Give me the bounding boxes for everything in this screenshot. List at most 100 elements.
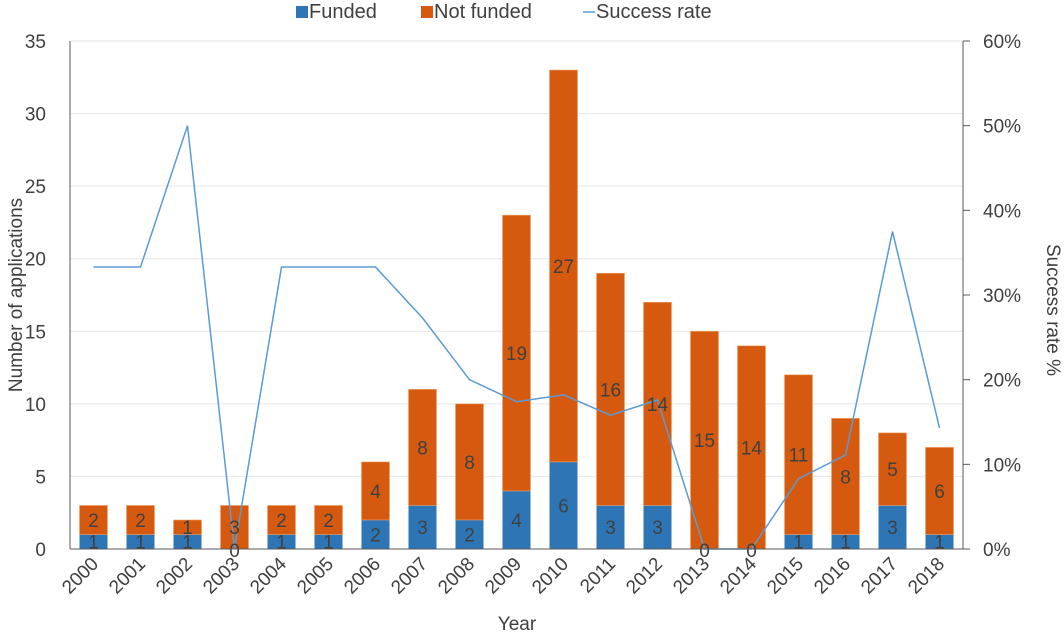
bar-funded [267, 534, 296, 549]
y-tick-label: 25 [25, 177, 46, 198]
bar-funded [549, 461, 578, 549]
data-label-funded: 1 [276, 533, 287, 554]
bar-funded [502, 490, 531, 549]
x-tick-label: 2016 [810, 554, 855, 599]
data-label-funded: 0 [229, 541, 240, 562]
bar-not-funded [596, 272, 625, 506]
bar-funded [126, 534, 155, 549]
bar-not-funded [737, 345, 766, 550]
y-axis-title: Number of applications [6, 198, 27, 392]
data-label-funded: 1 [182, 533, 193, 554]
data-label-not-funded: 5 [887, 460, 898, 481]
data-label-not-funded: 3 [229, 518, 240, 539]
data-label-funded: 3 [605, 518, 616, 539]
y2-tick-label: 60% [983, 32, 1021, 53]
data-label-not-funded: 1 [182, 518, 193, 539]
bar-not-funded [831, 418, 860, 535]
bar-funded [831, 534, 860, 549]
data-label-funded: 3 [417, 518, 428, 539]
data-label-not-funded: 4 [370, 482, 381, 503]
x-tick-label: 2006 [340, 554, 385, 599]
data-label-funded: 1 [88, 533, 99, 554]
x-tick-label: 2001 [105, 554, 150, 599]
data-label-funded: 1 [934, 533, 945, 554]
bar-funded [878, 505, 907, 549]
legend-not-funded-swatch [421, 6, 433, 18]
bar-not-funded [925, 447, 954, 535]
bar-funded [784, 534, 813, 549]
data-label-not-funded: 8 [464, 453, 475, 474]
data-label-funded: 3 [887, 518, 898, 539]
bar-funded [408, 505, 437, 549]
y2-tick-label: 10% [983, 455, 1021, 476]
data-label-funded: 0 [699, 541, 710, 562]
bar-not-funded [643, 301, 672, 506]
bar-not-funded [126, 505, 155, 535]
data-labels: 1212110312122438284196273163140150141111… [88, 257, 945, 562]
y2-axis-title: Success rate % [1042, 244, 1063, 376]
y-tick-label: 5 [35, 467, 46, 488]
bar-not-funded [690, 330, 719, 550]
bar-not-funded [878, 432, 907, 506]
data-label-not-funded: 27 [553, 257, 574, 278]
data-label-funded: 1 [840, 533, 851, 554]
data-label-funded: 1 [135, 533, 146, 554]
data-label-not-funded: 15 [694, 431, 715, 452]
y2-tick-label: 30% [983, 286, 1021, 307]
data-label-funded: 4 [511, 511, 522, 532]
x-tick-label: 2017 [857, 554, 902, 599]
data-label-not-funded: 8 [840, 467, 851, 488]
bar-not-funded [173, 519, 202, 535]
bars [79, 69, 954, 550]
data-label-not-funded: 14 [741, 438, 763, 459]
data-label-not-funded: 11 [789, 446, 809, 467]
bar-funded [925, 534, 954, 549]
x-axis-title: Year [498, 614, 537, 633]
y-tick-label: 15 [25, 322, 46, 343]
y-tick-label: 0 [35, 540, 46, 561]
legend-success-rate-label: Success rate [596, 1, 712, 23]
legend-funded-label: Funded [309, 1, 377, 23]
bar-funded [79, 534, 108, 549]
bar-funded [643, 505, 672, 549]
y2-tick-label: 40% [983, 201, 1021, 222]
x-tick-label: 2015 [763, 554, 808, 599]
x-tick-label: 2005 [293, 554, 338, 599]
data-label-funded: 3 [652, 518, 663, 539]
x-tick-label: 2009 [481, 554, 526, 599]
legend-not-funded-label: Not funded [434, 1, 532, 23]
bar-funded [455, 519, 484, 549]
legend-funded-swatch [296, 6, 308, 18]
data-label-funded: 2 [464, 525, 475, 546]
data-label-not-funded: 19 [506, 344, 527, 365]
bar-not-funded [455, 403, 484, 521]
bar-not-funded [502, 214, 531, 492]
bar-not-funded [220, 505, 249, 550]
y2-tick-label: 50% [983, 117, 1021, 138]
bar-not-funded [408, 389, 437, 506]
bar-not-funded [314, 505, 343, 535]
data-label-funded: 2 [370, 525, 381, 546]
y-tick-label: 30 [25, 105, 46, 126]
data-label-funded: 6 [558, 496, 569, 517]
data-label-funded: 0 [746, 541, 757, 562]
bar-not-funded [361, 461, 390, 521]
x-tick-label: 2002 [152, 554, 197, 599]
data-label-not-funded: 2 [323, 511, 334, 532]
y-tick-label: 20 [25, 250, 46, 271]
bar-funded [173, 534, 202, 549]
bar-funded [596, 505, 625, 549]
x-tick-label: 2008 [434, 554, 479, 599]
x-tick-label: 2012 [622, 554, 667, 599]
data-label-not-funded: 2 [135, 511, 146, 532]
data-label-not-funded: 2 [88, 511, 99, 532]
y-tick-label: 10 [25, 395, 46, 416]
bar-funded [361, 519, 390, 549]
y-tick-label: 35 [25, 32, 46, 53]
bar-not-funded [267, 505, 296, 535]
data-label-not-funded: 6 [934, 482, 945, 503]
bar-funded [314, 534, 343, 549]
data-label-funded: 1 [323, 533, 334, 554]
data-label-not-funded: 14 [647, 395, 669, 416]
